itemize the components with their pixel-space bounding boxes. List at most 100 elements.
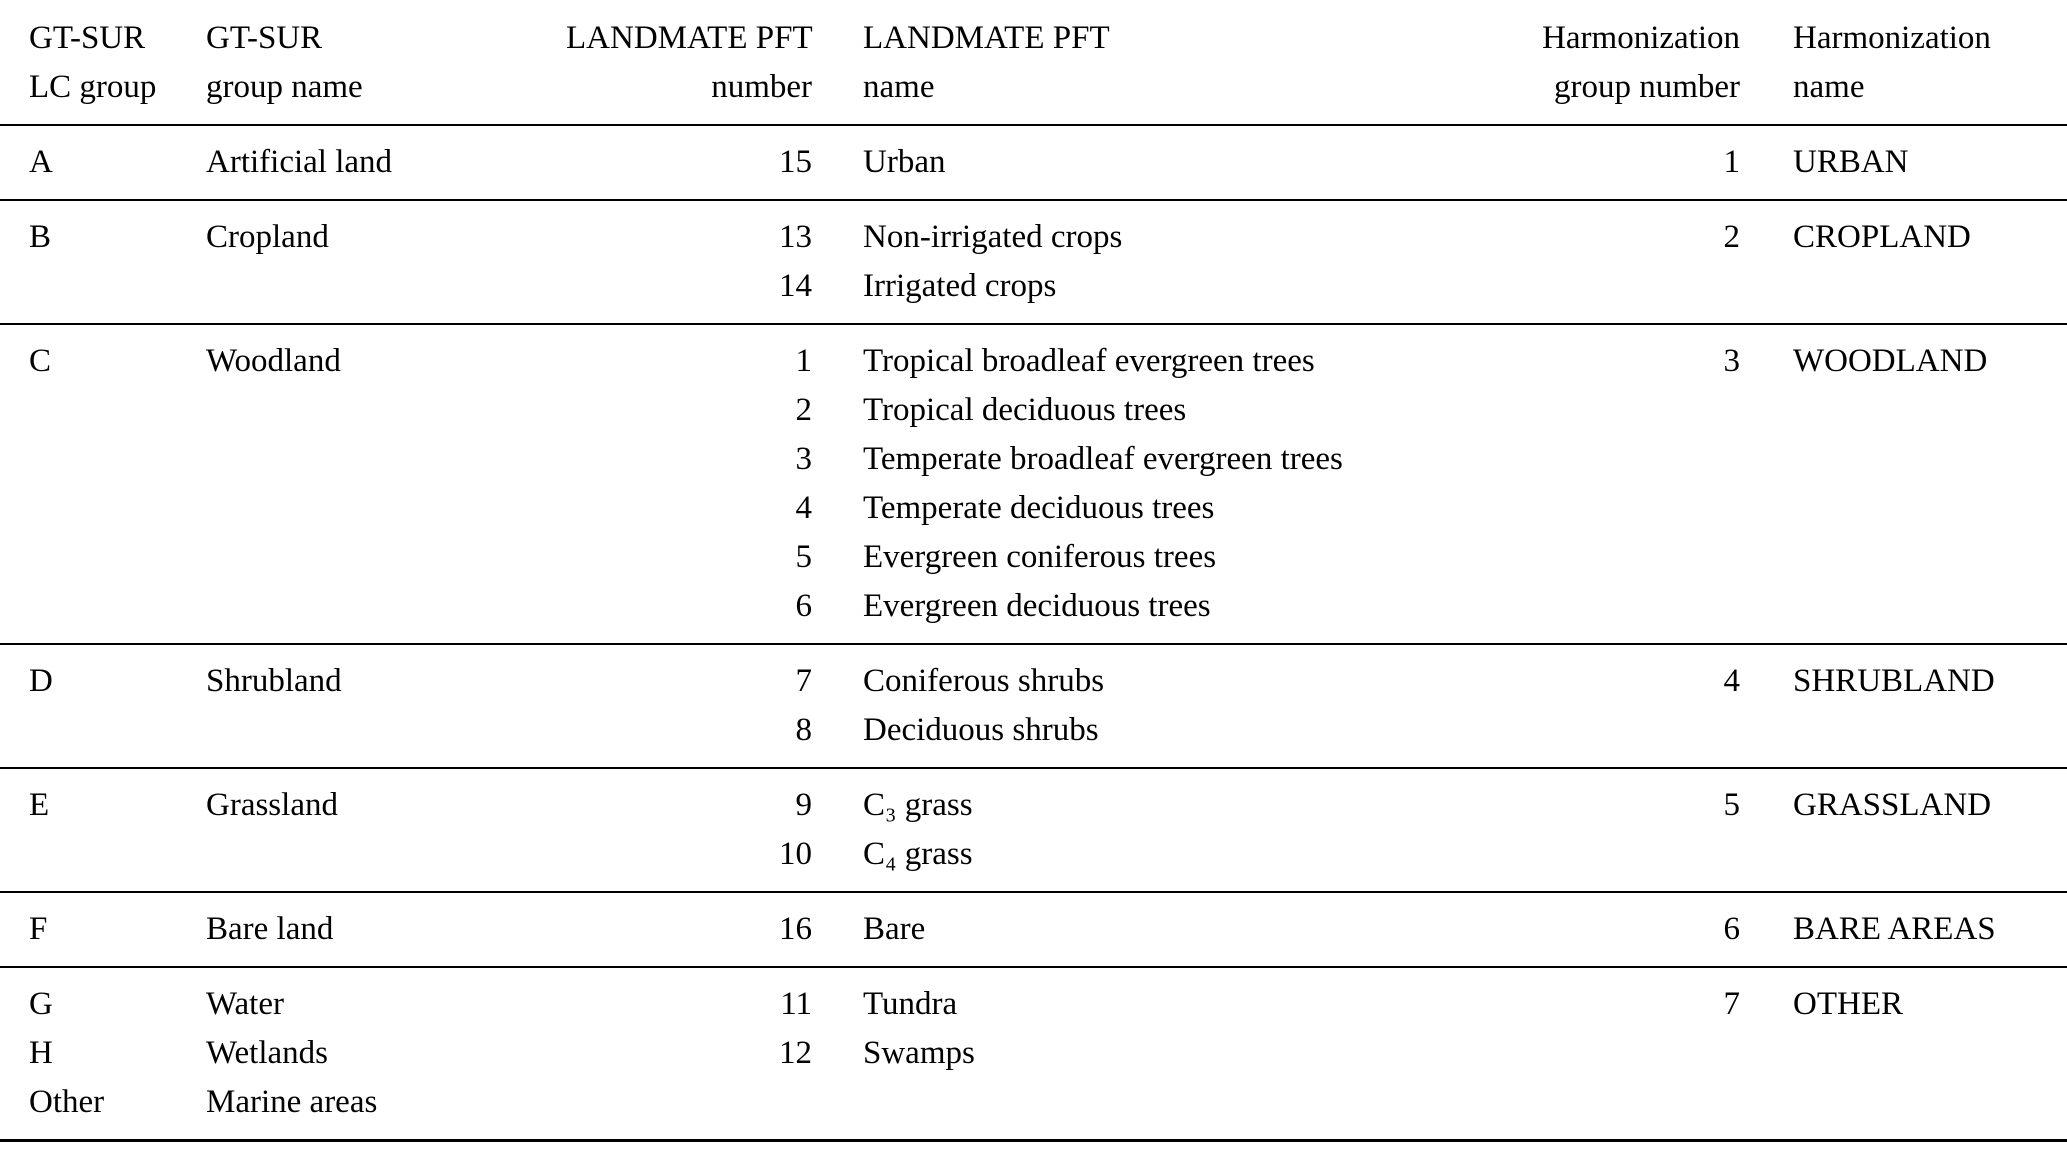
cell-line: Deciduous shrubs (863, 712, 1099, 748)
cell-line: D (29, 663, 53, 699)
cell-lc-group: G H Other (0, 967, 206, 1142)
table-row: D Shrubland 7 8 Coniferous shrubs Deciduous s… (0, 644, 2067, 769)
cell-group-name: Cropland (206, 200, 566, 325)
cell-line: A (29, 144, 53, 180)
cell-pft-number: 11 12 (566, 967, 812, 1142)
cell-harmonization-number: 6 (1460, 892, 1741, 968)
cell-harmonization-number: 7 (1460, 967, 1740, 1142)
cell-line: Water (206, 986, 284, 1022)
cell-harmonization-number: 3 (1460, 324, 1741, 645)
cell-line: 14 (779, 268, 812, 304)
cell-group-name: Bare land (206, 892, 566, 968)
cell-line: Grassland (206, 787, 338, 823)
cell-lc-group: E (0, 768, 206, 893)
cell-line: Temperate deciduous trees (863, 490, 1215, 526)
cell-line: Urban (863, 144, 946, 180)
cell-line: 5 (795, 539, 813, 575)
table-row: F Bare land 16 Bare 6 BARE AREAS (0, 892, 2067, 968)
cell-line: 16 (779, 911, 812, 947)
cell-line: WOODLAND (1793, 343, 1988, 379)
cell-line: 7 (795, 663, 813, 699)
cell-harmonization-number: 4 (1460, 644, 1741, 769)
cell-line: Swamps (863, 1035, 975, 1071)
cell-lc-group: A (0, 125, 206, 201)
header-harmonization-name: Harmonization name (1740, 0, 2067, 126)
cell-line: 13 (779, 219, 812, 255)
cell-group-name: Artificial land (206, 125, 566, 201)
cell-line: C₃ grass (863, 787, 973, 823)
cell-group-name: Grassland (206, 768, 566, 893)
header-text: group number (1553, 69, 1740, 105)
header-row: GT-SUR LC group GT-SUR group name LANDMA… (0, 0, 2067, 126)
cell-line: 9 (795, 787, 813, 823)
cell-line: 1 (795, 343, 813, 379)
cell-pft-number: 16 (566, 892, 812, 968)
cell-line: 15 (779, 144, 812, 180)
header-pft-number: LANDMATE PFT number (566, 0, 813, 126)
cell-harmonization-name: GRASSLAND (1740, 768, 2067, 893)
cell-pft-name: Coniferous shrubs Deciduous shrubs (812, 644, 1460, 769)
cell-line: Bare (863, 911, 926, 947)
cell-line: Artificial land (206, 144, 393, 180)
cell-line: 1 (1723, 144, 1741, 180)
header-text: name (1793, 69, 1865, 105)
cell-harmonization-number: 2 (1460, 200, 1740, 325)
cell-line: 3 (1723, 343, 1741, 379)
cell-line: 10 (779, 836, 812, 872)
cell-group-name: Water Wetlands Marine areas (206, 967, 566, 1142)
header-text: Harmonization (1542, 20, 1740, 56)
cell-line: Tropical deciduous trees (863, 392, 1187, 428)
cell-pft-number: 15 (566, 125, 812, 201)
cell-line: URBAN (1793, 144, 1909, 180)
cell-line: Irrigated crops (863, 268, 1057, 304)
cell-line: 12 (779, 1035, 812, 1071)
cell-pft-name: Tundra Swamps (812, 967, 1460, 1142)
cell-harmonization-number: 5 (1460, 768, 1740, 893)
cell-line: Bare land (206, 911, 334, 947)
header-text: Harmonization (1793, 20, 1991, 56)
cell-pft-name: Tropical broadleaf evergreen trees Tropic… (812, 324, 1460, 645)
cell-harmonization-name: SHRUBLAND (1740, 644, 2067, 769)
cell-line: C₄ grass (863, 836, 973, 872)
cell-lc-group: C (0, 324, 206, 645)
cell-line: Tundra (863, 986, 958, 1022)
cell-line: 6 (1723, 911, 1741, 947)
cell-line: 4 (795, 490, 813, 526)
cell-line: F (29, 911, 48, 947)
cell-line: Other (29, 1084, 105, 1120)
cell-line: Tropical broadleaf evergreen trees (863, 343, 1315, 379)
header-lc-group: GT-SUR LC group (0, 0, 206, 126)
table-row: G H Other Water Wetlands Marine areas 11 12 Tund… (0, 967, 2067, 1142)
cell-line: Temperate broadleaf evergreen trees (863, 441, 1343, 477)
cell-line: Marine areas (206, 1084, 378, 1120)
cell-pft-name: C₃ grass C₄ grass (812, 768, 1460, 893)
cell-line: G (29, 986, 53, 1022)
table-body: A Artificial land 15 Urban 1 URBAN B Cropland 13… (0, 125, 2067, 1142)
cell-lc-group: B (0, 200, 206, 325)
header-text: name (863, 69, 935, 105)
cell-line: Coniferous shrubs (863, 663, 1105, 699)
cell-line: H (29, 1035, 53, 1071)
table-row: A Artificial land 15 Urban 1 URBAN (0, 125, 2067, 201)
header-text: number (711, 69, 812, 105)
header-text: LANDMATE PFT (566, 20, 813, 56)
cell-line: E (29, 787, 50, 823)
cell-harmonization-number: 1 (1460, 125, 1741, 201)
cell-line: BARE AREAS (1793, 911, 1996, 947)
cell-lc-group: D (0, 644, 206, 769)
cell-line: Woodland (206, 343, 341, 379)
cell-line: 4 (1723, 663, 1741, 699)
cell-line: CROPLAND (1793, 219, 1971, 255)
cell-harmonization-name: BARE AREAS (1740, 892, 2067, 968)
header-text: GT-SUR (29, 20, 146, 56)
cell-line: C (29, 343, 52, 379)
cell-harmonization-name: WOODLAND (1740, 324, 2067, 645)
cell-pft-number: 1 2 3 4 5 6 (566, 324, 813, 645)
cell-harmonization-name: OTHER (1740, 967, 2067, 1142)
header-text: group name (206, 69, 363, 105)
cell-pft-name: Non-irrigated crops Irrigated crops (812, 200, 1460, 325)
cell-line: Wetlands (206, 1035, 328, 1071)
cell-line: B (29, 219, 52, 255)
table-row: C Woodland 1 2 3 4 5 6 Tropical broadleaf evergr… (0, 324, 2067, 645)
